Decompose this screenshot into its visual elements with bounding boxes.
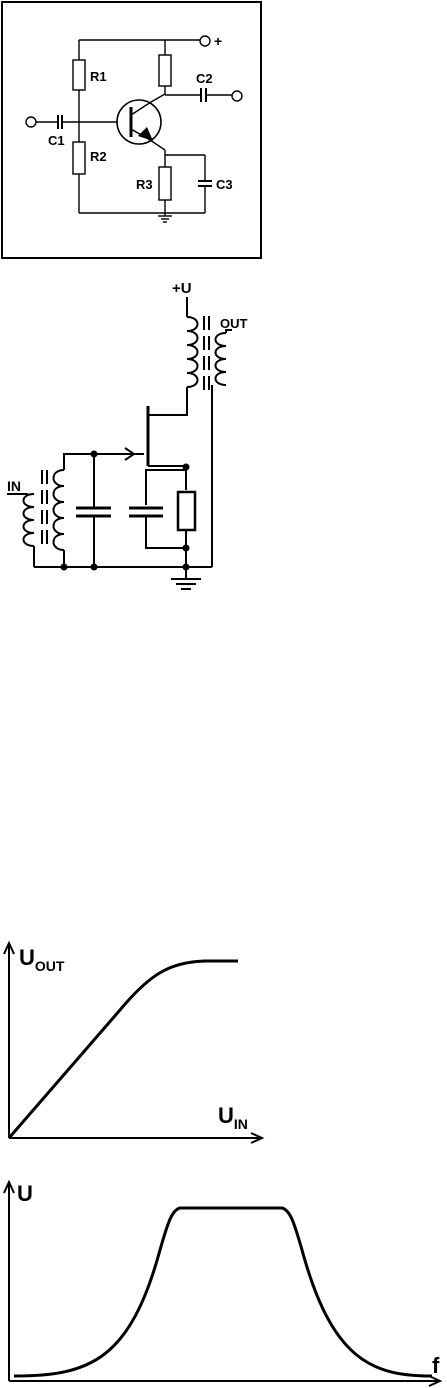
label-out: OUT bbox=[220, 316, 248, 331]
bjt-amplifier-schematic: + R1 R2 C1 C2 bbox=[1, 1, 262, 259]
supply-plus-label: + bbox=[214, 33, 222, 49]
transfer-curve bbox=[7, 959, 238, 1139]
schematic-frame bbox=[1, 1, 262, 259]
supply-terminal bbox=[199, 35, 211, 47]
label-c2: C2 bbox=[196, 71, 213, 86]
label-c1: C1 bbox=[48, 133, 65, 148]
ground-symbol-2 bbox=[171, 578, 201, 590]
emitter-arrow bbox=[138, 127, 153, 141]
input-transformer-core bbox=[41, 470, 48, 544]
label-r2: R2 bbox=[90, 149, 107, 164]
graph2-x-label: f bbox=[432, 1353, 440, 1378]
bandpass-curve bbox=[13, 1206, 433, 1378]
input-terminal bbox=[25, 116, 37, 128]
ground-symbol-1 bbox=[158, 215, 172, 223]
gate-arrow bbox=[124, 447, 136, 461]
output-transformer-primary bbox=[186, 316, 199, 388]
output-terminal bbox=[231, 90, 243, 102]
label-in: IN bbox=[7, 478, 21, 494]
resistor-r2 bbox=[72, 141, 86, 175]
resistor-collector bbox=[158, 54, 172, 87]
resistor-r1 bbox=[72, 59, 86, 91]
resistor-r3 bbox=[158, 166, 172, 201]
label-r1: R1 bbox=[90, 69, 107, 84]
tank-capacitor bbox=[76, 506, 111, 518]
bjt-transistor bbox=[116, 99, 162, 145]
graph1-x-label: UIN bbox=[218, 1103, 248, 1132]
input-transformer-primary bbox=[22, 493, 35, 547]
graph1-y-label: UOUT bbox=[19, 945, 65, 974]
fet-transformer-schematic: +U OUT bbox=[7, 280, 248, 590]
graph2-y-label: U bbox=[17, 1181, 33, 1206]
input-transformer-secondary bbox=[52, 469, 65, 551]
transfer-characteristic-graph: UOUT UIN bbox=[3, 940, 265, 1144]
output-transformer-secondary bbox=[214, 332, 227, 386]
output-transformer-core bbox=[203, 316, 210, 390]
source-resistor bbox=[176, 490, 197, 532]
frequency-response-graph: U f bbox=[3, 1179, 443, 1387]
label-supply: +U bbox=[172, 280, 192, 297]
label-c3: C3 bbox=[216, 177, 233, 192]
source-capacitor bbox=[129, 506, 163, 518]
label-r3: R3 bbox=[136, 177, 153, 192]
